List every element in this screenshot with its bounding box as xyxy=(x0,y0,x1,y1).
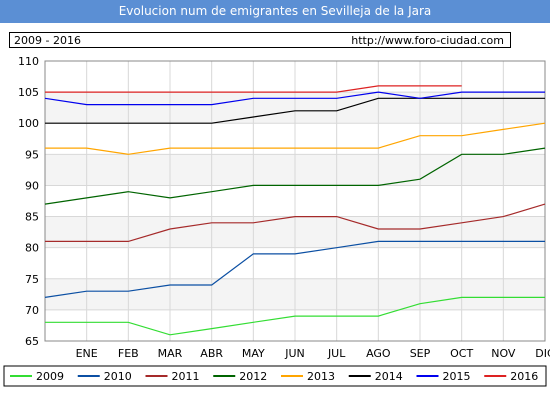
series-line-2009 xyxy=(45,296,545,336)
y-tick-label: 65 xyxy=(25,335,39,348)
x-tick-label: JUL xyxy=(327,347,346,360)
y-tick-label: 105 xyxy=(18,86,39,99)
x-tick-label: NOV xyxy=(491,347,516,360)
y-tick-label: 80 xyxy=(25,242,39,255)
plot-border xyxy=(44,60,546,342)
series-line-2014 xyxy=(45,97,545,124)
info-bar: 2009 - 2016 http://www.foro-ciudad.com xyxy=(9,32,511,48)
series-line-2011 xyxy=(45,203,546,242)
y-tick-label: 75 xyxy=(25,273,39,286)
y-tick-label: 95 xyxy=(25,148,39,161)
legend-label-2015: 2015 xyxy=(443,370,471,383)
y-tick-label: 100 xyxy=(18,117,39,130)
series-line-2013 xyxy=(45,122,546,155)
legend-label-2010: 2010 xyxy=(104,370,132,383)
y-tick-label: 110 xyxy=(18,55,39,68)
legend-label-2009: 2009 xyxy=(36,370,64,383)
y-tick-label: 85 xyxy=(25,211,39,224)
y-tick-label: 90 xyxy=(25,179,39,192)
x-tick-label: FEB xyxy=(118,347,139,360)
x-tick-label: AGO xyxy=(366,347,391,360)
y-tick-label: 70 xyxy=(25,304,39,317)
x-tick-label: MAR xyxy=(158,347,183,360)
series-line-2016 xyxy=(45,85,462,93)
x-tick-label: DIC xyxy=(535,347,550,360)
legend-label-2011: 2011 xyxy=(172,370,200,383)
chart-title: Evolucion num de emigrantes en Sevilleja… xyxy=(0,0,550,23)
x-tick-label: SEP xyxy=(410,347,431,360)
series-line-2012 xyxy=(44,147,546,205)
period-label: 2009 - 2016 xyxy=(14,34,81,47)
legend-label-2014: 2014 xyxy=(375,370,403,383)
x-tick-label: MAY xyxy=(242,347,265,360)
x-tick-label: ABR xyxy=(200,347,223,360)
series-line-2015 xyxy=(44,91,545,106)
x-tick-label: ENE xyxy=(76,347,98,360)
legend-box xyxy=(3,365,547,387)
legend-label-2013: 2013 xyxy=(307,370,335,383)
series-line-2010 xyxy=(44,240,545,298)
legend-label-2016: 2016 xyxy=(510,370,538,383)
source-url: http://www.foro-ciudad.com xyxy=(351,34,504,47)
x-tick-label: OCT xyxy=(450,347,473,360)
x-tick-label: JUN xyxy=(284,347,305,360)
legend-label-2012: 2012 xyxy=(239,370,267,383)
